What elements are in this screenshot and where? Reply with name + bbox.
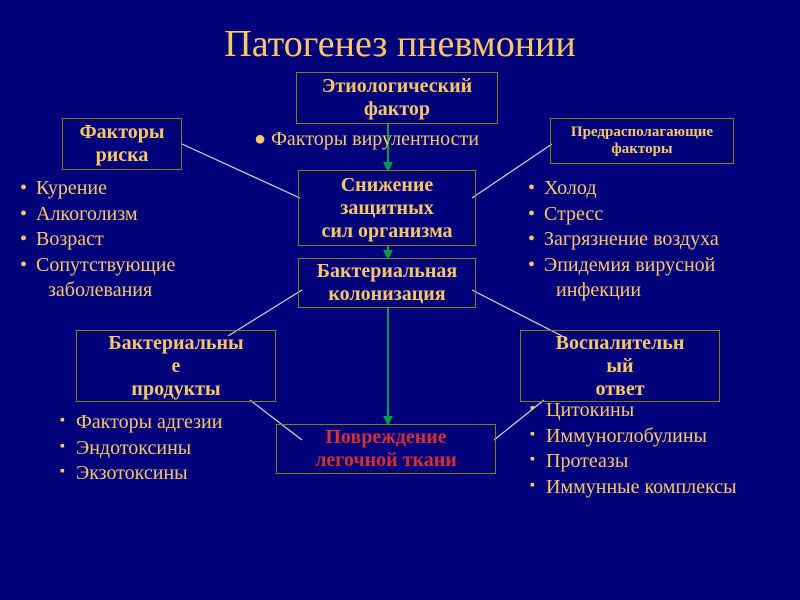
box-line: Воспалительн [556,332,685,355]
list-item: Иммуноглобулины [530,424,737,450]
list-item: Экзотоксины [60,461,222,487]
box-line: Этиологический [322,75,472,98]
list-item: Стресс [528,202,719,228]
inflammatory-response-list: ЦитокиныИммуноглобулиныПротеазыИммунные … [530,398,737,500]
list-item: инфекции [528,278,719,304]
box-line: колонизация [328,283,445,306]
box-line: Повреждение [325,426,446,449]
list-item: Сопутствующие [20,253,175,279]
list-item: Цитокины [530,398,737,424]
box-bactprod: Бактериальныепродукты [76,330,276,402]
list-item: Эндотоксины [60,436,222,462]
list-item: Иммунные комплексы [530,475,737,501]
box-coloniz: Бактериальнаяколонизация [298,258,476,308]
box-etiological: Этиологическийфактор [296,72,498,124]
box-line: Бактериальны [108,332,243,355]
box-line: легочной ткани [315,449,457,472]
box-line: Факторы [80,121,165,144]
box-line: Бактериальная [317,260,457,283]
box-line: Снижение [341,174,434,197]
list-item: Загрязнение воздуха [528,227,719,253]
list-item: Факторы адгезии [60,410,222,436]
list-item: Курение [20,176,175,202]
box-line: защитных [340,197,433,220]
box-inflamm: Воспалительныйответ [520,330,720,402]
page-title: Патогенез пневмонии [0,22,800,66]
box-line: е [172,355,181,378]
box-line: фактор [364,98,430,121]
box-predisp: Предрасполагающиефакторы [550,118,734,164]
list-item: Возраст [20,227,175,253]
list-item: Эпидемия вирусной [528,253,719,279]
list-item: Холод [528,176,719,202]
box-line: Предрасполагающие [571,124,713,141]
box-line: продукты [131,378,220,401]
list-item: Алкоголизм [20,202,175,228]
box-line: ый [606,355,633,378]
virulence-subtext: ● Факторы вирулентности [254,128,479,151]
list-item: Протеазы [530,449,737,475]
connector-line [182,144,300,198]
list-item: заболевания [20,278,175,304]
risk-factors-list: КурениеАлкоголизмВозрастСопутствующиезаб… [20,176,175,304]
box-line: сил организма [321,220,452,243]
box-line: риска [96,144,149,167]
bacterial-products-list: Факторы адгезииЭндотоксиныЭкзотоксины [60,410,222,487]
box-risk: Факторыриска [62,118,182,170]
box-immune: Снижениезащитныхсил организма [298,170,476,246]
box-damage: Повреждениелегочной ткани [276,424,496,474]
box-line: факторы [611,141,672,158]
predisposing-factors-list: ХолодСтрессЗагрязнение воздухаЭпидемия в… [528,176,719,304]
